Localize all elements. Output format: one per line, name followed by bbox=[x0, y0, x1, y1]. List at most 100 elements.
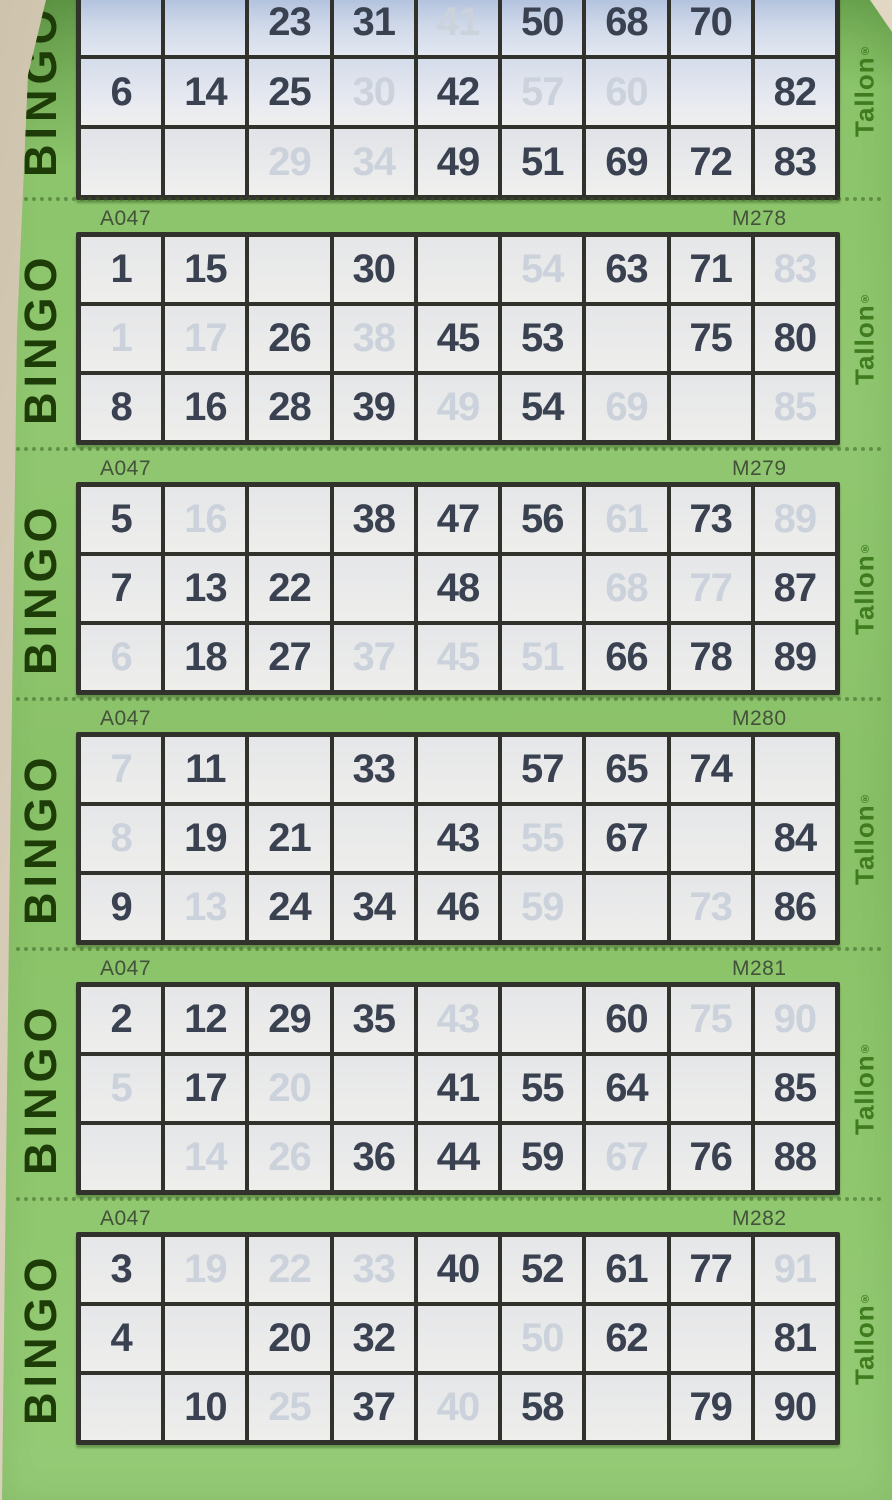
bingo-cell: 87 bbox=[754, 556, 835, 621]
bingo-cell bbox=[670, 1056, 751, 1121]
bingo-cell bbox=[249, 237, 330, 302]
bingo-cell: 36 bbox=[333, 1125, 414, 1190]
tallon-logo: Tallon ® bbox=[849, 1042, 880, 1135]
bingo-cell: 50 bbox=[502, 1306, 583, 1371]
bingo-ticket: BINGO 23 31 41 50 68 70 6 14 25 30 42 57 60 82 29 34 49 51… bbox=[2, 0, 892, 210]
bingo-cell: 69 bbox=[586, 129, 667, 195]
bingo-cell: 21 bbox=[249, 806, 330, 871]
bingo-cell bbox=[333, 806, 414, 871]
bingo-cell: 65 bbox=[586, 737, 667, 802]
bingo-ticket: A047 M278 BINGO 1 15 30 54 63 71 83 1 17 26 38 45 53 75 8… bbox=[2, 197, 892, 458]
bingo-cell: 76 bbox=[670, 1125, 751, 1190]
bingo-vertical-label: BINGO bbox=[15, 252, 66, 425]
bingo-cell: 60 bbox=[586, 987, 667, 1052]
bingo-cell: 8 bbox=[81, 806, 162, 871]
bingo-cell bbox=[249, 737, 330, 802]
bingo-cell: 19 bbox=[165, 806, 246, 871]
registered-mark: ® bbox=[859, 792, 871, 805]
bingo-cell bbox=[586, 875, 667, 940]
bingo-cell: 67 bbox=[586, 806, 667, 871]
bingo-cell: 41 bbox=[417, 0, 499, 55]
bingo-cell: 74 bbox=[670, 737, 751, 802]
bingo-cell: 77 bbox=[670, 1237, 751, 1302]
bingo-cell: 34 bbox=[333, 129, 414, 195]
bingo-cell: 38 bbox=[333, 306, 414, 371]
bingo-cell bbox=[81, 0, 162, 55]
bingo-cell: 1 bbox=[81, 306, 162, 371]
bingo-cell: 4 bbox=[81, 1306, 162, 1371]
bingo-cell: 58 bbox=[502, 1375, 583, 1440]
bingo-cell: 30 bbox=[333, 59, 414, 125]
bingo-grid: 7 11 33 57 65 74 8 19 21 43 55 67 84 9 13 24 34 46 59 73 86 bbox=[76, 732, 840, 945]
bingo-cell: 42 bbox=[417, 59, 499, 125]
bingo-cell: 15 bbox=[165, 237, 246, 302]
bingo-cell: 9 bbox=[81, 875, 162, 940]
bingo-cell: 17 bbox=[165, 306, 246, 371]
bingo-cell: 48 bbox=[417, 556, 499, 621]
ticket-serial: M279 bbox=[732, 457, 787, 480]
bingo-cell bbox=[165, 1306, 246, 1371]
bingo-cell: 56 bbox=[502, 487, 583, 552]
bingo-cell: 23 bbox=[249, 0, 330, 55]
bingo-cell: 50 bbox=[502, 0, 583, 55]
bingo-cell: 83 bbox=[754, 129, 835, 195]
bingo-cell: 27 bbox=[249, 625, 330, 690]
bingo-cell: 13 bbox=[165, 875, 246, 940]
bingo-cell: 88 bbox=[754, 1125, 835, 1190]
bingo-cell: 16 bbox=[165, 487, 246, 552]
bingo-cell: 7 bbox=[81, 556, 162, 621]
bingo-cell bbox=[670, 59, 751, 125]
bingo-cell: 40 bbox=[417, 1237, 499, 1302]
bingo-cell bbox=[165, 0, 246, 55]
bingo-cell: 45 bbox=[417, 306, 499, 371]
bingo-cell: 71 bbox=[670, 237, 751, 302]
bingo-cell bbox=[502, 987, 583, 1052]
bingo-vertical-label: BINGO bbox=[15, 502, 66, 675]
bingo-cell: 72 bbox=[670, 129, 751, 195]
tallon-logo: Tallon ® bbox=[849, 792, 880, 885]
ticket-serial: M282 bbox=[732, 1207, 787, 1230]
bingo-cell: 61 bbox=[586, 487, 667, 552]
bingo-cell bbox=[333, 1056, 414, 1121]
bingo-cell: 11 bbox=[165, 737, 246, 802]
bingo-cell: 91 bbox=[754, 1237, 835, 1302]
bingo-cell: 12 bbox=[165, 987, 246, 1052]
book-serial: A047 bbox=[100, 1207, 152, 1230]
registered-mark: ® bbox=[859, 542, 871, 555]
bingo-cell: 49 bbox=[417, 375, 499, 440]
bingo-cell: 29 bbox=[249, 129, 330, 195]
bingo-cell: 69 bbox=[586, 375, 667, 440]
bingo-cell: 89 bbox=[754, 487, 835, 552]
bingo-cell: 59 bbox=[502, 1125, 583, 1190]
bingo-cell: 90 bbox=[754, 987, 835, 1052]
bingo-cell: 24 bbox=[249, 875, 330, 940]
bingo-cell: 68 bbox=[586, 0, 667, 55]
bingo-cell bbox=[417, 737, 499, 802]
bingo-cell bbox=[81, 1125, 162, 1190]
bingo-cell: 34 bbox=[333, 875, 414, 940]
bingo-cell: 3 bbox=[81, 1237, 162, 1302]
ticket-serial: M281 bbox=[732, 957, 787, 980]
book-serial: A047 bbox=[100, 957, 152, 980]
bingo-cell: 55 bbox=[502, 1056, 583, 1121]
bingo-cell: 22 bbox=[249, 1237, 330, 1302]
bingo-cell: 62 bbox=[586, 1306, 667, 1371]
bingo-cell: 38 bbox=[333, 487, 414, 552]
bingo-cell: 83 bbox=[754, 237, 835, 302]
bingo-cell: 26 bbox=[249, 1125, 330, 1190]
bingo-cell: 85 bbox=[754, 1056, 835, 1121]
bingo-cell: 63 bbox=[586, 237, 667, 302]
bingo-cell: 53 bbox=[502, 306, 583, 371]
bingo-cell: 33 bbox=[333, 737, 414, 802]
bingo-cell: 17 bbox=[165, 1056, 246, 1121]
registered-mark: ® bbox=[859, 1042, 871, 1055]
registered-mark: ® bbox=[859, 292, 871, 305]
bingo-cell: 1 bbox=[81, 237, 162, 302]
book-serial: A047 bbox=[100, 207, 152, 230]
book-serial: A047 bbox=[100, 707, 152, 730]
bingo-cell: 67 bbox=[586, 1125, 667, 1190]
bingo-cell bbox=[670, 375, 751, 440]
bingo-cell: 43 bbox=[417, 806, 499, 871]
bingo-cell bbox=[670, 1306, 751, 1371]
bingo-cell: 51 bbox=[502, 625, 583, 690]
